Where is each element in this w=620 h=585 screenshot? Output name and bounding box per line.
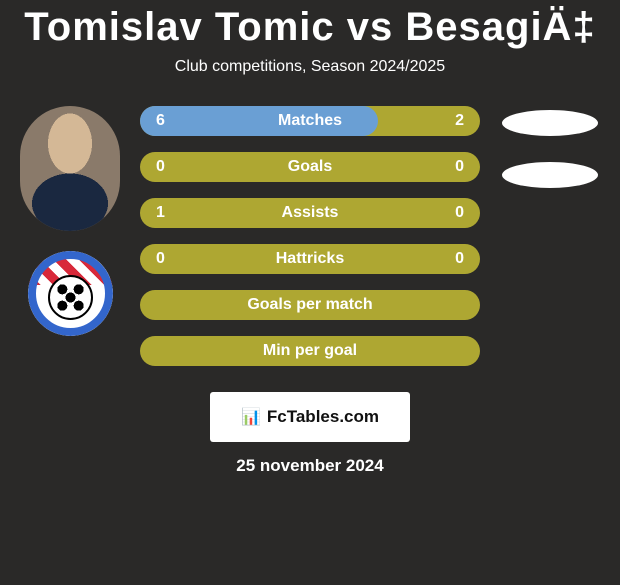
- branding-label: FcTables.com: [267, 407, 379, 427]
- player2-column: [490, 106, 610, 382]
- stat-label: Min per goal: [140, 342, 480, 360]
- stat-value-right: 2: [455, 112, 464, 130]
- stat-row-hattricks: 0 Hattricks 0: [140, 244, 480, 274]
- stat-label: Goals: [140, 158, 480, 176]
- chart-icon: 📊: [241, 407, 261, 427]
- page-title: Tomislav Tomic vs BesagiÄ‡: [0, 5, 620, 50]
- stat-label: Assists: [140, 204, 480, 222]
- stat-label: Goals per match: [140, 296, 480, 314]
- stat-row-goals: 0 Goals 0: [140, 152, 480, 182]
- subtitle: Club competitions, Season 2024/2025: [0, 58, 620, 76]
- stat-label: Matches: [140, 112, 480, 130]
- player1-photo: [20, 106, 120, 231]
- date-label: 25 november 2024: [0, 456, 620, 476]
- player1-column: [10, 106, 130, 382]
- player2-photo-placeholder: [502, 110, 598, 136]
- stat-label: Hattricks: [140, 250, 480, 268]
- stat-value-right: 0: [455, 250, 464, 268]
- player2-club-logo-placeholder: [502, 162, 598, 188]
- stat-value-right: 0: [455, 158, 464, 176]
- stats-column: 6 Matches 2 0 Goals 0 1 Assists 0 0 Hatt…: [130, 106, 490, 382]
- stat-row-assists: 1 Assists 0: [140, 198, 480, 228]
- comparison-card: Tomislav Tomic vs BesagiÄ‡ Club competit…: [0, 5, 620, 476]
- stat-row-gpm: Goals per match: [140, 290, 480, 320]
- stat-value-right: 0: [455, 204, 464, 222]
- branding-badge: 📊 FcTables.com: [210, 392, 410, 442]
- player1-club-logo: [28, 251, 113, 336]
- main-section: 6 Matches 2 0 Goals 0 1 Assists 0 0 Hatt…: [0, 106, 620, 382]
- stat-row-mpg: Min per goal: [140, 336, 480, 366]
- stat-row-matches: 6 Matches 2: [140, 106, 480, 136]
